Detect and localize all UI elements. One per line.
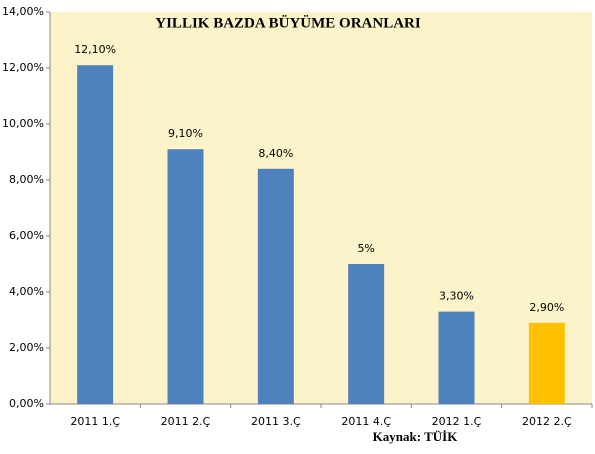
plot-area (50, 12, 592, 404)
bar (528, 322, 565, 404)
y-tick-label: 2,00% (9, 341, 44, 354)
y-tick-label: 4,00% (9, 285, 44, 298)
bar (77, 65, 114, 404)
chart-title: YILLIK BAZDA BÜYÜME ORANLARI (155, 14, 421, 31)
y-tick-label: 6,00% (9, 229, 44, 242)
y-tick-label: 14,00% (2, 5, 44, 18)
y-tick-label: 0,00% (9, 397, 44, 410)
value-label: 3,30% (439, 290, 474, 303)
x-tick-label: 2011 3.Ç (251, 415, 301, 428)
x-tick-label: 2012 2.Ç (522, 415, 572, 428)
x-tick-label: 2011 4.Ç (341, 415, 391, 428)
bar (348, 264, 385, 404)
source-note: Kaynak: TÜİK (373, 429, 459, 444)
x-tick-label: 2011 1.Ç (70, 415, 120, 428)
value-label: 9,10% (168, 127, 203, 140)
y-tick-label: 10,00% (2, 117, 44, 130)
bar (438, 311, 475, 404)
bar (167, 149, 204, 404)
y-tick-label: 8,00% (9, 173, 44, 186)
value-label: 12,10% (74, 43, 116, 56)
value-label: 8,40% (258, 147, 293, 160)
y-tick-label: 12,00% (2, 61, 44, 74)
x-tick-label: 2012 1.Ç (432, 415, 482, 428)
x-tick-label: 2011 2.Ç (161, 415, 211, 428)
bar (257, 168, 294, 404)
value-label: 5% (357, 242, 374, 255)
value-label: 2,90% (529, 301, 564, 314)
